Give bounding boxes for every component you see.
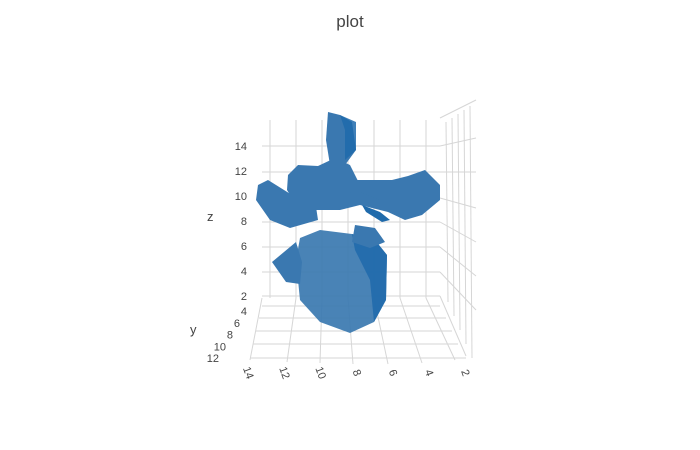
- x-tick-label: 2: [458, 368, 471, 378]
- y-tick-label: 6: [234, 318, 240, 330]
- y-axis-title: y: [190, 322, 197, 337]
- x-tick-label: 8: [350, 368, 363, 378]
- surface-right-shade: [362, 205, 390, 222]
- z-tick-label: 12: [235, 166, 247, 178]
- y-tick-label: 8: [227, 330, 233, 342]
- chart-title: plot: [336, 12, 364, 31]
- x-tick-label: 10: [312, 365, 327, 381]
- y-tick-label: 10: [214, 341, 226, 353]
- z-tick-label: 2: [241, 291, 247, 303]
- surface-left-arm: [272, 242, 302, 284]
- x-tick-label: 6: [386, 368, 399, 378]
- surface-right-arm: [350, 170, 440, 220]
- z-axis-ticks: 2 4 6 8 10 12 14: [235, 141, 247, 303]
- surface-neck: [352, 225, 385, 248]
- z-tick-label: 10: [235, 191, 247, 203]
- x-tick-label: 4: [422, 368, 435, 378]
- surface-bottom-shade: [352, 234, 387, 322]
- z-tick-label: 14: [235, 141, 247, 153]
- surface-upper-left: [256, 180, 318, 228]
- z-tick-label: 4: [241, 266, 247, 278]
- isosurface[interactable]: [256, 112, 440, 333]
- y-tick-label: 4: [241, 306, 247, 318]
- z-tick-label: 6: [241, 241, 247, 253]
- z-axis-title: z: [207, 209, 214, 224]
- surface-top-shade: [340, 115, 356, 160]
- x-axis-ticks: 14 12 10 8 6 4 2: [240, 365, 471, 381]
- y-tick-label: 12: [207, 353, 219, 365]
- x-tick-label: 14: [240, 365, 255, 381]
- x-tick-label: 12: [276, 365, 291, 381]
- z-tick-label: 8: [241, 216, 247, 228]
- surface-mid-bar: [300, 192, 380, 210]
